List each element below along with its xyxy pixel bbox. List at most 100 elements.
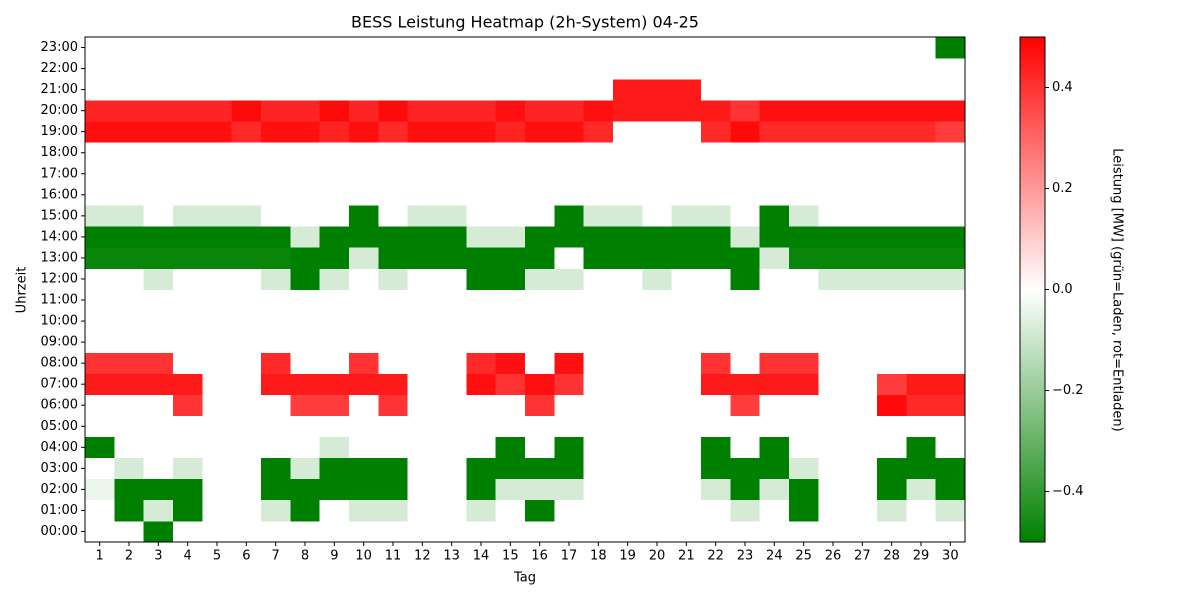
heatmap-cell bbox=[85, 310, 115, 332]
heatmap-cell bbox=[85, 226, 115, 248]
heatmap-cell bbox=[554, 457, 584, 480]
heatmap-cell bbox=[319, 394, 350, 417]
heatmap-cell bbox=[437, 478, 467, 501]
heatmap-cell bbox=[378, 37, 408, 59]
heatmap-cell bbox=[202, 58, 232, 80]
heatmap-cell bbox=[378, 247, 408, 269]
x-tick-label: 3 bbox=[154, 549, 162, 564]
heatmap-cell bbox=[759, 373, 790, 396]
heatmap-cell bbox=[407, 268, 438, 290]
heatmap-cell bbox=[85, 100, 115, 122]
heatmap-cell bbox=[231, 310, 262, 332]
heatmap-cell bbox=[143, 268, 174, 290]
colorbar-tick-label: −0.4 bbox=[1052, 484, 1084, 499]
heatmap-cell bbox=[730, 226, 760, 248]
heatmap-cell bbox=[290, 184, 320, 206]
heatmap-cell bbox=[789, 331, 819, 353]
heatmap-cell bbox=[85, 478, 115, 501]
heatmap-cell bbox=[319, 499, 350, 522]
heatmap-cell bbox=[789, 310, 819, 332]
heatmap-cell bbox=[730, 352, 760, 374]
heatmap-cell bbox=[114, 100, 144, 122]
heatmap-cell bbox=[877, 436, 907, 459]
heatmap-cell bbox=[231, 226, 262, 248]
heatmap-cell bbox=[407, 205, 438, 227]
heatmap-cell bbox=[261, 331, 291, 353]
y-tick-label: 07:00 bbox=[41, 377, 78, 392]
x-tick-label: 21 bbox=[678, 549, 695, 564]
heatmap-cell bbox=[730, 121, 760, 143]
heatmap-cell bbox=[114, 142, 144, 164]
heatmap-cell bbox=[437, 373, 467, 396]
y-tick-label: 17:00 bbox=[41, 166, 78, 181]
heatmap-cell bbox=[554, 331, 584, 353]
heatmap-cell bbox=[261, 289, 291, 311]
heatmap-cell bbox=[906, 205, 936, 227]
heatmap-cell bbox=[349, 58, 379, 80]
heatmap-cell bbox=[877, 163, 907, 185]
heatmap-cell bbox=[290, 310, 320, 332]
heatmap-cell bbox=[847, 373, 878, 396]
heatmap-cell bbox=[407, 331, 438, 353]
heatmap-cell bbox=[759, 184, 790, 206]
heatmap-cell bbox=[701, 184, 731, 206]
heatmap-cell bbox=[437, 226, 467, 248]
heatmap-cell bbox=[231, 37, 262, 59]
heatmap-cell bbox=[642, 310, 672, 332]
heatmap-cell bbox=[202, 499, 232, 522]
heatmap-cell bbox=[877, 520, 907, 543]
heatmap-cell bbox=[261, 121, 291, 143]
heatmap-cell bbox=[613, 289, 643, 311]
heatmap-cell bbox=[202, 142, 232, 164]
heatmap-cell bbox=[847, 436, 878, 459]
heatmap-cell bbox=[906, 121, 936, 143]
colorbar-tick-label: 0.2 bbox=[1052, 181, 1073, 196]
heatmap-cell bbox=[202, 352, 232, 374]
heatmap-cell bbox=[495, 79, 526, 101]
heatmap-cell bbox=[613, 205, 643, 227]
heatmap-cell bbox=[261, 415, 291, 438]
heatmap-cell bbox=[290, 142, 320, 164]
heatmap-cell bbox=[349, 478, 379, 501]
heatmap-cell bbox=[290, 163, 320, 185]
heatmap-cell bbox=[906, 163, 936, 185]
heatmap-cell bbox=[349, 247, 379, 269]
heatmap-cell bbox=[319, 205, 350, 227]
x-tick-label: 13 bbox=[443, 549, 460, 564]
colorbar-tick-label: 0.4 bbox=[1052, 80, 1073, 95]
x-tick-label: 26 bbox=[825, 549, 842, 564]
heatmap-cell bbox=[877, 247, 907, 269]
heatmap-cell bbox=[319, 478, 350, 501]
heatmap-cell bbox=[525, 205, 555, 227]
heatmap-cell bbox=[759, 58, 790, 80]
heatmap-cell bbox=[759, 478, 790, 501]
heatmap-cell bbox=[437, 121, 467, 143]
heatmap-cell bbox=[173, 247, 203, 269]
heatmap-cell bbox=[143, 163, 174, 185]
heatmap-cell bbox=[173, 352, 203, 374]
heatmap-cell bbox=[231, 352, 262, 374]
heatmap-cell bbox=[525, 37, 555, 59]
heatmap-cell bbox=[495, 226, 526, 248]
heatmap-cell bbox=[525, 415, 555, 438]
heatmap-cell bbox=[935, 268, 966, 290]
heatmap-cell bbox=[759, 121, 790, 143]
heatmap-cell bbox=[847, 289, 878, 311]
heatmap-cell bbox=[319, 121, 350, 143]
heatmap-cell bbox=[818, 247, 848, 269]
heatmap-cell bbox=[407, 37, 438, 59]
heatmap-cell bbox=[85, 415, 115, 438]
heatmap-cell bbox=[818, 520, 848, 543]
heatmap-cell bbox=[495, 415, 526, 438]
heatmap-cell bbox=[759, 226, 790, 248]
x-tick-label: 19 bbox=[619, 549, 636, 564]
heatmap-cell bbox=[906, 415, 936, 438]
heatmap-cell bbox=[789, 121, 819, 143]
heatmap-cell bbox=[173, 142, 203, 164]
heatmap-cell bbox=[466, 310, 496, 332]
heatmap-cell bbox=[202, 310, 232, 332]
heatmap-cell bbox=[554, 268, 584, 290]
y-axis-label: Uhrzeit bbox=[15, 267, 30, 314]
heatmap-cell bbox=[818, 268, 848, 290]
heatmap-cell bbox=[789, 499, 819, 522]
